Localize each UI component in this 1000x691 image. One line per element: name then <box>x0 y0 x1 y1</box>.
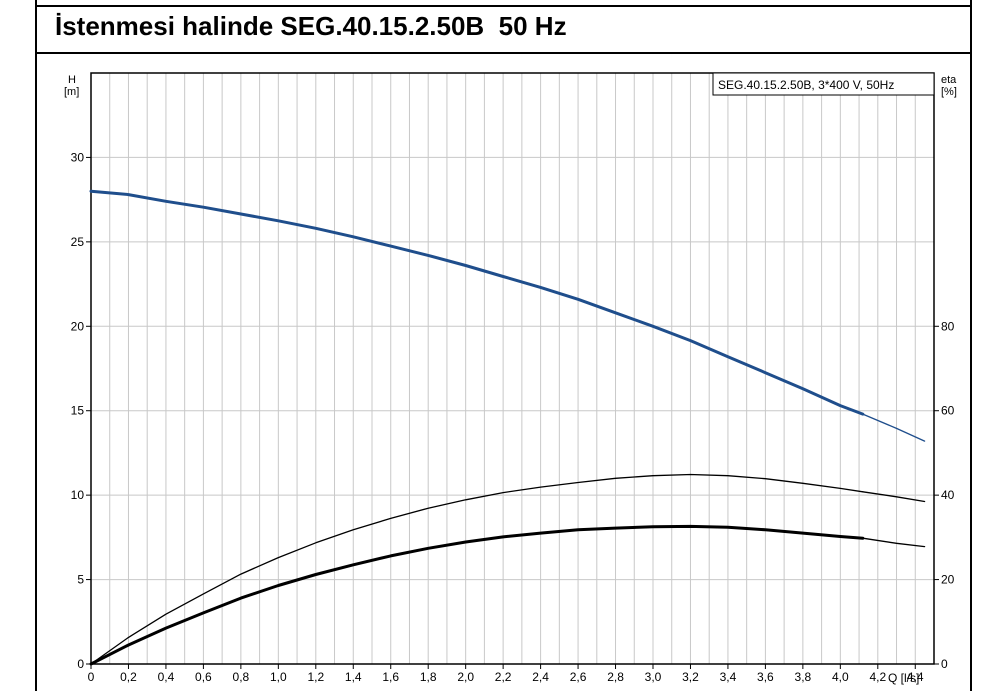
x-axis-label: Q [l/s] <box>888 671 919 685</box>
left-tick-label: 10 <box>71 488 85 502</box>
page-title: İstenmesi halinde SEG.40.15.2.50B 50 Hz <box>55 11 567 41</box>
left-tick-label: 0 <box>77 657 84 671</box>
x-tick-label: 1,4 <box>345 670 362 684</box>
x-tick-label: 1,6 <box>382 670 399 684</box>
x-tick-label: 0,4 <box>158 670 175 684</box>
right-axis-label: eta <box>941 74 957 86</box>
x-tick-label: 3,8 <box>795 670 812 684</box>
x-tick-label: 4,0 <box>832 670 849 684</box>
grid <box>91 73 934 664</box>
left-tick-label: 20 <box>71 319 85 333</box>
series-line-efficiency-2 <box>90 473 864 665</box>
x-tick-label: 2,4 <box>532 670 549 684</box>
x-tick-label: 3,0 <box>645 670 662 684</box>
x-tick-label: 2,2 <box>495 670 512 684</box>
x-tick-label: 2,6 <box>570 670 587 684</box>
series-line-head-1 <box>862 413 926 442</box>
series-group <box>89 189 926 666</box>
title-divider <box>35 52 972 54</box>
right-tick-label: 80 <box>941 319 955 333</box>
x-tick-label: 3,4 <box>720 670 737 684</box>
x-tick-label: 0,8 <box>233 670 250 684</box>
right-tick-label: 0 <box>941 657 948 671</box>
plot-area <box>90 72 935 665</box>
left-axis-unit: [m] <box>64 86 79 98</box>
right-tick-label: 40 <box>941 488 955 502</box>
x-tick-label: 0,2 <box>120 670 137 684</box>
x-tick-label: 0,6 <box>195 670 212 684</box>
right-tick-label: 20 <box>941 573 955 587</box>
x-tick-label: 1,8 <box>420 670 437 684</box>
x-tick-label: 3,2 <box>682 670 699 684</box>
series-line-efficiency-3 <box>862 491 926 503</box>
right-tick-label: 60 <box>941 404 955 418</box>
x-tick-label: 3,6 <box>757 670 774 684</box>
x-tick-label: 4,4 <box>907 670 924 684</box>
left-tick-label: 15 <box>71 404 85 418</box>
legend-label: SEG.40.15.2.50B, 3*400 V, 50Hz <box>718 78 894 92</box>
x-tick-label: 2,8 <box>607 670 624 684</box>
left-axis-label: H <box>68 74 76 86</box>
x-tick-label: 4,2 <box>869 670 886 684</box>
series-line-efficiency-5 <box>862 537 926 548</box>
left-tick-label: 5 <box>77 573 84 587</box>
x-tick-label: 2,0 <box>457 670 474 684</box>
x-tick-label: 0 <box>88 670 95 684</box>
left-axis-ticks: 0 5 10 15 20 25 30 <box>71 150 91 671</box>
left-tick-label: 25 <box>71 235 85 249</box>
x-tick-label: 1,2 <box>307 670 324 684</box>
series-line-efficiency-4 <box>89 524 865 666</box>
x-axis-ticks: 0 0,2 0,4 0,6 0,8 1,0 1,2 1,4 1,6 1,8 2,0 2,2 2,4 2,6… <box>88 664 924 684</box>
legend-box <box>712 72 935 96</box>
right-axis-unit: [%] <box>941 86 957 98</box>
left-tick-label: 30 <box>71 150 85 164</box>
top-border <box>35 5 972 7</box>
chart-frame <box>35 0 972 691</box>
right-axis-ticks: 0 20 40 60 80 <box>934 319 955 671</box>
x-tick-label: 1,0 <box>270 670 287 684</box>
series-line-head-0 <box>89 189 865 416</box>
